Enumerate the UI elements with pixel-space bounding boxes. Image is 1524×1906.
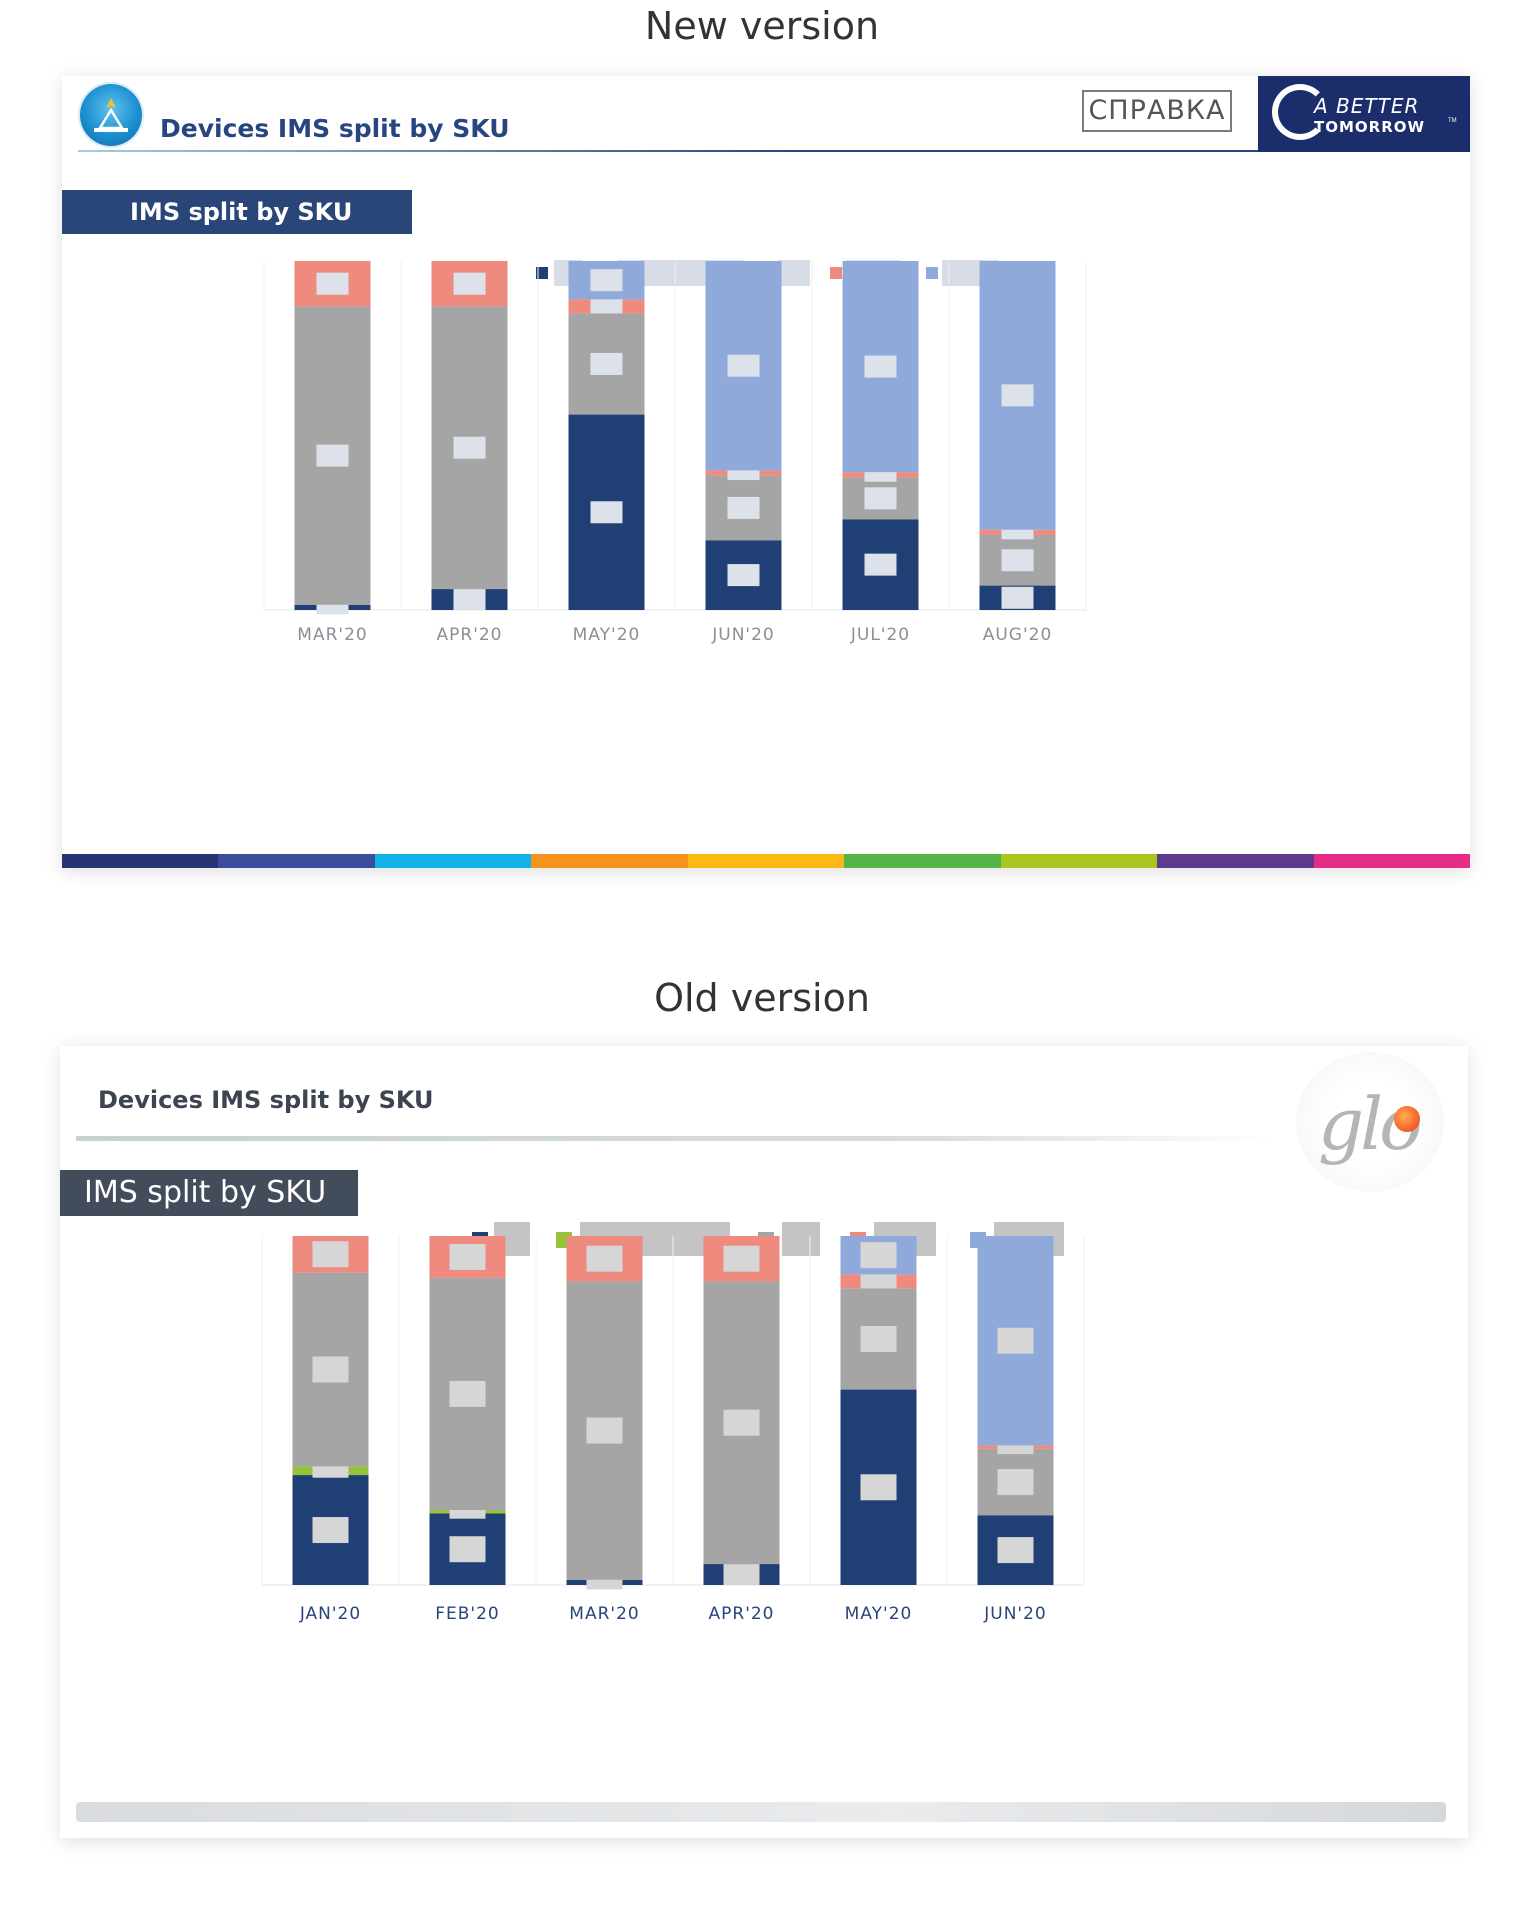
strip-segment [1157, 854, 1314, 868]
reference-badge: СПРАВКА [1082, 90, 1232, 132]
data-label-redacted [723, 1245, 760, 1272]
strip-segment [531, 854, 688, 868]
data-label-redacted [586, 1417, 623, 1444]
data-label-redacted [723, 1564, 760, 1585]
data-label-redacted [590, 501, 623, 524]
company-emblem-logo [80, 84, 142, 146]
x-tick-label: MAY'20 [573, 625, 641, 645]
data-label-redacted [727, 354, 760, 377]
x-tick-label: AUG'20 [983, 625, 1053, 645]
data-label-redacted [312, 1463, 349, 1478]
x-tick-label: MAR'20 [569, 1604, 639, 1624]
strip-segment [218, 854, 375, 868]
data-label-redacted [997, 1327, 1034, 1354]
data-label-redacted [449, 1380, 486, 1407]
data-label-redacted [590, 352, 623, 375]
x-tick-label: JUN'20 [983, 1604, 1046, 1624]
data-label-redacted [860, 1274, 897, 1289]
data-label-redacted [860, 1242, 897, 1269]
data-label-redacted [586, 1245, 623, 1272]
title-underline [78, 150, 1278, 152]
data-label-redacted [453, 589, 486, 610]
strip-segment [687, 854, 845, 868]
data-label-redacted [590, 299, 623, 314]
data-label-redacted [312, 1241, 349, 1268]
x-tick-label: MAY'20 [845, 1604, 913, 1624]
strip-segment [374, 854, 532, 868]
a-better-tomorrow-logo: A BETTER TOMORROW TM [1258, 76, 1470, 152]
legend-swatch-series-4 [830, 267, 842, 279]
legend-swatch-series-5 [926, 267, 938, 279]
strip-segment [844, 854, 1001, 868]
data-label-redacted [449, 1243, 486, 1270]
data-label-redacted [312, 1356, 349, 1383]
brand-line-1: A BETTER [1314, 94, 1420, 118]
glo-orange-dot [1394, 1106, 1420, 1132]
data-label-redacted [864, 355, 897, 378]
data-label-redacted [1001, 549, 1034, 572]
data-label-redacted [727, 496, 760, 519]
x-tick-label: MAR'20 [297, 625, 367, 645]
new-stacked-bar-chart: MAR'20 APR'20 MAY'20 JUN'20 JUL'20 AUG'20 [263, 261, 1087, 645]
brand-c-mark [1272, 84, 1328, 140]
data-label-redacted [316, 444, 349, 467]
title-underline [76, 1136, 1276, 1141]
data-label-redacted [864, 487, 897, 510]
old-version-heading: Old version [654, 976, 870, 1020]
data-label-redacted [590, 269, 623, 292]
section-label: IMS split by SKU [62, 190, 412, 234]
glo-logo: glo [1296, 1052, 1444, 1192]
slide-title: Devices IMS split by SKU [98, 1086, 434, 1114]
data-label-redacted [997, 1537, 1034, 1564]
data-label-redacted [1001, 586, 1034, 609]
section-label: IMS split by SKU [60, 1170, 358, 1216]
data-label-redacted [453, 272, 486, 295]
bottom-gradient-bar [76, 1802, 1446, 1822]
x-tick-label: APR'20 [437, 625, 503, 645]
data-label-redacted [860, 1474, 897, 1501]
data-label-redacted [727, 564, 760, 587]
brand-line-2: TOMORROW [1314, 118, 1426, 136]
x-tick-label: JAN'20 [299, 1604, 361, 1624]
new-slide: Devices IMS split by SKU СПРАВКА A BETTE… [62, 76, 1470, 868]
strip-segment [1000, 854, 1158, 868]
old-stacked-bar-chart: JAN'20 FEB'20 MAR'20 APR'20 MAY'20 JUN'20 [261, 1236, 1085, 1624]
data-label-redacted [860, 1325, 897, 1352]
data-label-redacted [449, 1536, 486, 1563]
legend-swatch-series-1 [536, 267, 548, 279]
strip-segment [1313, 854, 1470, 868]
data-label-redacted [453, 436, 486, 459]
x-tick-label: JUN'20 [711, 625, 774, 645]
data-label-redacted [864, 553, 897, 576]
data-label-redacted [316, 272, 349, 295]
legend-label-redacted [778, 260, 810, 286]
x-tick-label: JUL'20 [850, 625, 910, 645]
data-label-redacted [312, 1517, 349, 1544]
x-tick-label: APR'20 [709, 1604, 775, 1624]
old-slide: Devices IMS split by SKU glo IMS split b… [60, 1046, 1468, 1838]
brand-tm: TM [1448, 118, 1457, 124]
data-label-redacted [1001, 384, 1034, 407]
data-label-redacted [997, 1469, 1034, 1496]
strip-segment [62, 854, 219, 868]
new-version-heading: New version [644, 4, 880, 48]
slide-title: Devices IMS split by SKU [160, 114, 510, 143]
data-label-redacted [723, 1409, 760, 1436]
x-tick-label: FEB'20 [435, 1604, 500, 1624]
legend-label-redacted [782, 1222, 820, 1256]
brand-color-strip [62, 854, 1470, 868]
